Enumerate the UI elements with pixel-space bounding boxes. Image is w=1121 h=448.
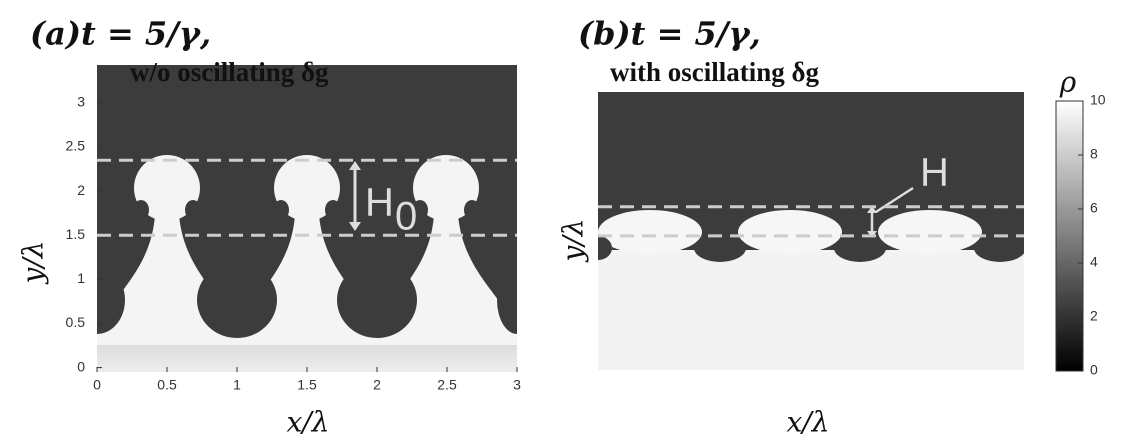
- y-tick-label: 0: [77, 358, 85, 374]
- colorbar-tick-label: 0: [1090, 362, 1098, 378]
- x-tick-label: 3: [513, 377, 521, 393]
- annotation-sub: 0: [395, 195, 417, 239]
- y-tick-label: 3: [77, 94, 85, 110]
- colorbar-tick-label: 4: [1090, 254, 1098, 270]
- colorbar-tick-label: 8: [1090, 146, 1098, 162]
- colorbar-label: ρ: [1059, 66, 1077, 99]
- y-tick-label: 2: [77, 182, 85, 198]
- y-tick-label: 1: [77, 270, 85, 286]
- annotation: H: [920, 151, 949, 195]
- x-tick-label: 2: [373, 377, 381, 393]
- colorbar: [1055, 100, 1084, 372]
- y-tick-label: 0.5: [66, 314, 86, 330]
- density-a: [97, 65, 517, 372]
- y-tick-label: 2.5: [66, 138, 86, 154]
- y-tick-label: 1.5: [66, 226, 86, 242]
- colorbar-tick-label: 2: [1090, 308, 1098, 324]
- colorbar-tick-label: 6: [1090, 200, 1098, 216]
- panel-subtitle: with oscillating δg: [610, 57, 820, 87]
- x-tick-label: 1.5: [297, 377, 317, 393]
- x-tick-label: 1: [233, 377, 241, 393]
- annotation: H: [365, 181, 394, 225]
- colorbar-tick-label: 10: [1090, 92, 1106, 108]
- panel-subtitle: w/o oscillating δg: [130, 57, 329, 87]
- x-axis-label: x/λ: [287, 406, 330, 439]
- y-axis-label: y/λ: [557, 219, 590, 264]
- x-axis-label: x/λ: [787, 406, 830, 439]
- x-tick-label: 2.5: [437, 377, 457, 393]
- panel-title: (a)t = 5/γ,: [30, 15, 211, 53]
- arrow-b: [867, 186, 914, 238]
- arrow-a: [349, 161, 361, 231]
- y-axis-label: y/λ: [17, 241, 50, 286]
- x-tick-label: 0.5: [157, 377, 177, 393]
- panel-title: (b)t = 5/γ,: [578, 15, 761, 53]
- x-tick-label: 0: [93, 377, 101, 393]
- density-b: [598, 92, 1024, 370]
